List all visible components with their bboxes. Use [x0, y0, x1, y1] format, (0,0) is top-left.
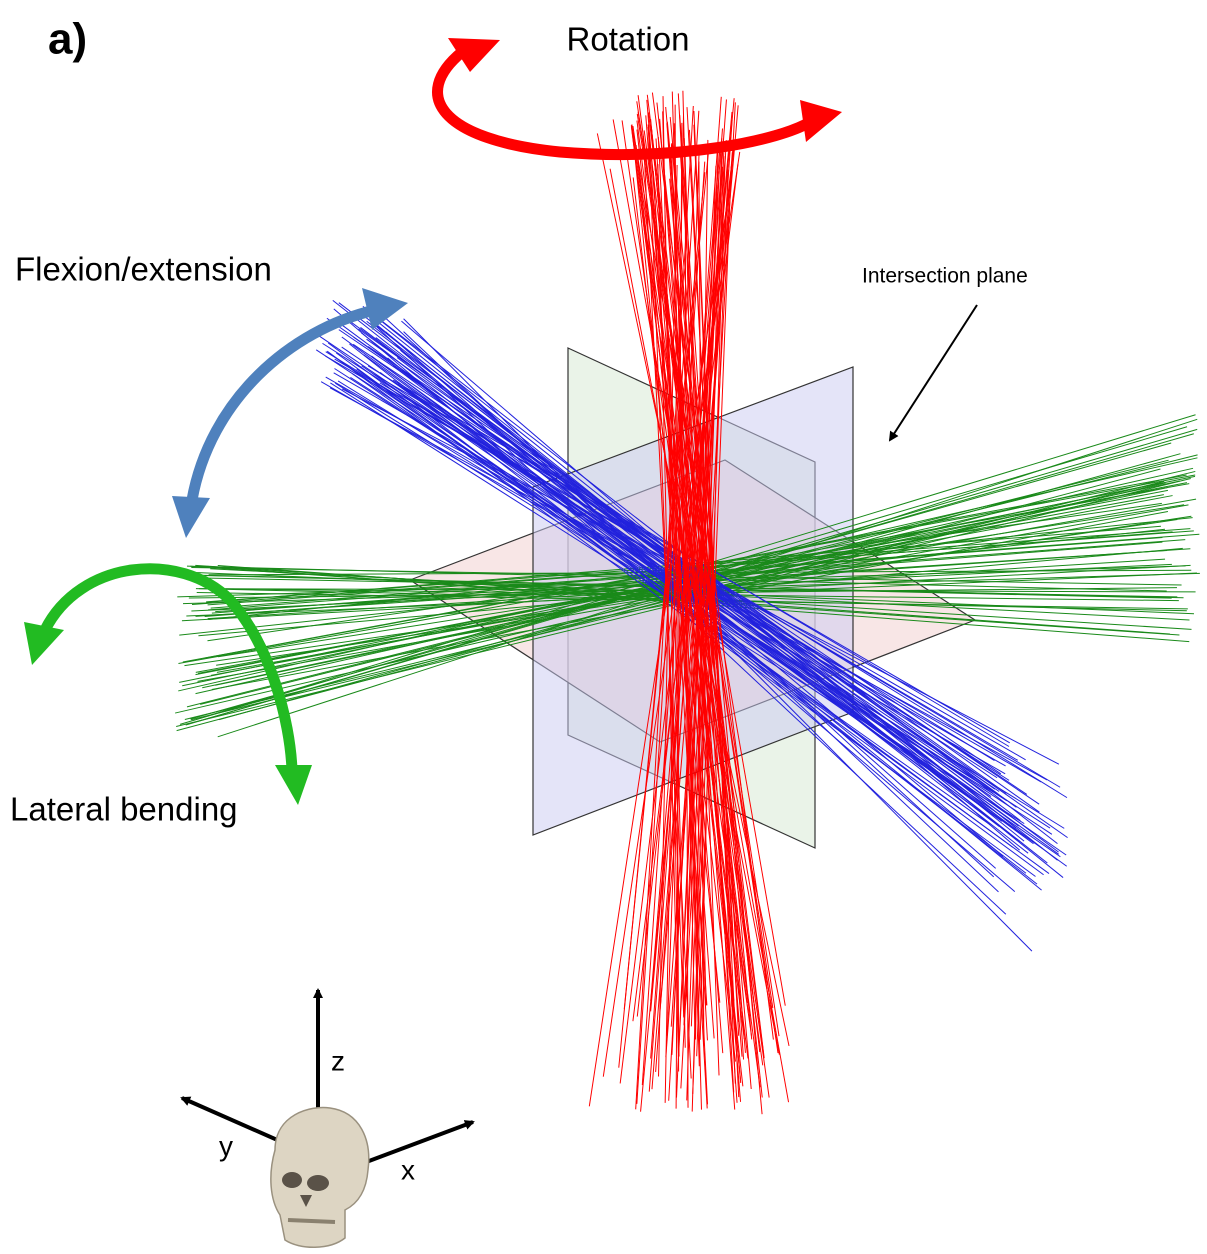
skull-icon	[270, 1106, 370, 1248]
rotation-axis-line	[662, 96, 680, 1057]
axis-label-z: z	[331, 1045, 345, 1076]
lateral-label: Lateral bending	[10, 791, 238, 828]
rotation-axis-line	[688, 129, 740, 1098]
rotation-axis-line	[693, 124, 733, 1007]
rotation-axis-line	[637, 95, 758, 1025]
rotation-axis-line	[657, 164, 679, 1057]
rotation-axis-line	[658, 165, 678, 1077]
flexion-axis-line	[367, 365, 1068, 799]
rotation-axis-line	[650, 111, 733, 1012]
annotation-label: Intersection plane	[862, 265, 1028, 288]
rotation-axis-line	[679, 115, 745, 1060]
rotation-axis-line	[690, 152, 725, 1027]
flexion-axis-line	[349, 343, 1038, 885]
flexion-axis-line	[334, 382, 994, 794]
flexion-axis-line	[320, 381, 1006, 775]
flexion-arrow	[172, 288, 408, 538]
rotation-axis-line	[666, 148, 700, 1036]
flexion-label: Flexion/extension	[15, 251, 272, 288]
rotation-axis-line	[641, 161, 706, 1086]
flexion-axis-line	[325, 351, 995, 762]
rotation-axis-line	[647, 124, 708, 1006]
rotation-axis-line	[646, 94, 765, 1059]
axis-label-x: x	[401, 1154, 415, 1185]
rotation-axis-line	[679, 148, 740, 1023]
rotation-label: Rotation	[567, 21, 690, 58]
annotation-arrow	[888, 304, 978, 442]
rotation-axis-line	[674, 104, 680, 1072]
rotation-arrow	[432, 38, 842, 161]
rotation-axis-line	[671, 167, 718, 1055]
flexion-axis-line	[352, 343, 1028, 795]
rotation-axis-line	[636, 140, 736, 1017]
panel-label: a)	[48, 15, 87, 64]
rotation-axis-line	[630, 125, 745, 1040]
axis-label-y: y	[219, 1130, 233, 1161]
lateral-arrow	[24, 563, 312, 805]
flexion-axis-line	[326, 350, 1036, 877]
flexion-axis-line	[327, 342, 1014, 848]
rotation-axis-line	[588, 170, 733, 1107]
rotation-axis-line	[655, 99, 727, 1072]
rotation-axis-line	[698, 161, 705, 1046]
axis-lines	[175, 90, 1200, 1115]
